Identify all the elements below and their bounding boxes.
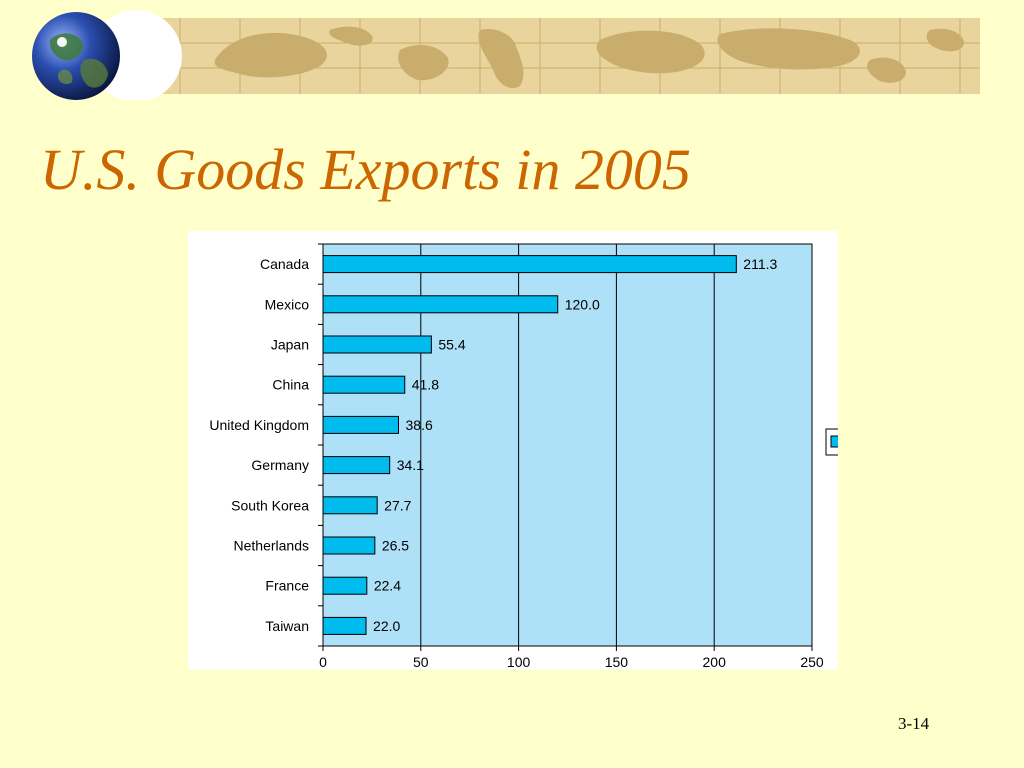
category-label: Mexico xyxy=(265,296,310,312)
value-label: 55.4 xyxy=(438,337,465,353)
page-number: 3-14 xyxy=(898,714,930,733)
bar xyxy=(322,616,367,635)
continents xyxy=(214,26,964,89)
bar xyxy=(322,496,378,515)
x-tick-label: 200 xyxy=(703,654,727,670)
x-tick-label: 150 xyxy=(605,654,629,670)
bar xyxy=(322,295,559,314)
globe-icon xyxy=(32,12,120,100)
category-label: Canada xyxy=(260,256,309,272)
bar-chart-svg: Canada Mexico Japan China United Kingdom Germ… xyxy=(209,243,838,670)
bar xyxy=(322,375,406,394)
category-label: Netherlands xyxy=(234,538,310,554)
legend-swatch xyxy=(830,435,838,448)
category-label: Taiwan xyxy=(265,618,309,634)
bar xyxy=(322,456,391,475)
x-tick-label: 50 xyxy=(413,654,429,670)
plot-area xyxy=(322,243,813,647)
bar xyxy=(322,536,376,555)
value-label: 211.3 xyxy=(743,256,777,272)
value-label: 22.4 xyxy=(374,578,401,594)
x-tick-label: 0 xyxy=(319,654,327,670)
legend xyxy=(825,428,838,456)
grid-lines xyxy=(322,244,813,651)
category-labels: Canada Mexico Japan China United Kingdom Germ… xyxy=(209,256,309,634)
value-label: 22.0 xyxy=(373,618,400,634)
category-label: France xyxy=(265,578,309,594)
category-label: Germany xyxy=(251,457,309,473)
value-label: 34.1 xyxy=(397,457,424,473)
value-labels: 211.3 120.0 55.4 41.8 38.6 34.1 27.7 26.5 22.4 22… xyxy=(373,256,777,634)
bar xyxy=(322,255,737,274)
bar xyxy=(322,576,368,595)
category-label: United Kingdom xyxy=(209,417,309,433)
header-banner xyxy=(32,10,980,100)
x-tick-label: 250 xyxy=(800,654,824,670)
slide-title: U.S. Goods Exports in 2005 xyxy=(40,137,691,202)
category-label: China xyxy=(272,377,309,393)
bar xyxy=(322,415,400,434)
value-label: 26.5 xyxy=(382,538,409,554)
bar xyxy=(322,335,432,354)
x-tick-label: 100 xyxy=(507,654,531,670)
value-label: 41.8 xyxy=(412,377,439,393)
bar-chart: Canada Mexico Japan China United Kingdom Germ… xyxy=(188,231,838,670)
value-label: 120.0 xyxy=(565,296,600,312)
category-label: Japan xyxy=(271,337,309,353)
y-axis-ticks xyxy=(318,243,323,647)
x-axis-tick-labels: 0 50 100 150 200 250 xyxy=(319,654,824,670)
value-label: 27.7 xyxy=(384,497,411,513)
bars xyxy=(322,255,737,635)
category-label: South Korea xyxy=(231,497,309,513)
value-label: 38.6 xyxy=(406,417,433,433)
